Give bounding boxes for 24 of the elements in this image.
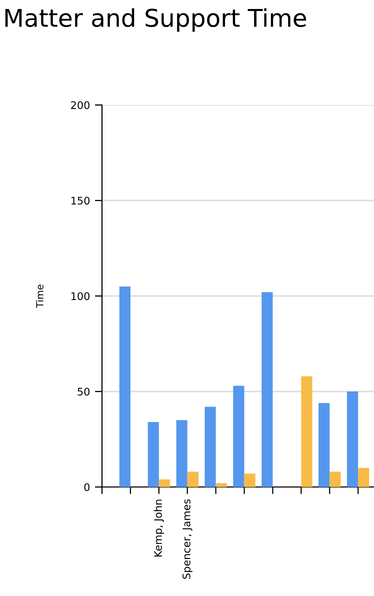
bar: [346, 392, 358, 487]
chart-title: Matter and Support Time: [5, 8, 306, 32]
bar: [318, 402, 330, 487]
bar: [330, 472, 341, 487]
bar: [301, 376, 312, 487]
y-axis-title: Time: [36, 284, 44, 308]
bar: [148, 422, 159, 487]
bar: [358, 468, 370, 487]
y-tick-label: 0: [84, 483, 90, 492]
bar: [216, 483, 227, 487]
bar: [187, 472, 198, 487]
bar: [176, 420, 188, 487]
bar: [119, 286, 130, 487]
x-tick-label: Kemp, John: [154, 500, 164, 557]
y-tick-label: 150: [71, 196, 90, 205]
y-tick-label: 100: [71, 292, 90, 300]
bar: [158, 479, 170, 487]
bar: [204, 406, 216, 487]
y-tick-label: 200: [71, 101, 90, 110]
bar: [244, 474, 256, 487]
y-tick-label: 50: [78, 388, 90, 396]
bar: [262, 292, 273, 487]
bar: [233, 386, 244, 487]
x-tick-label: Spencer, James: [182, 499, 192, 579]
